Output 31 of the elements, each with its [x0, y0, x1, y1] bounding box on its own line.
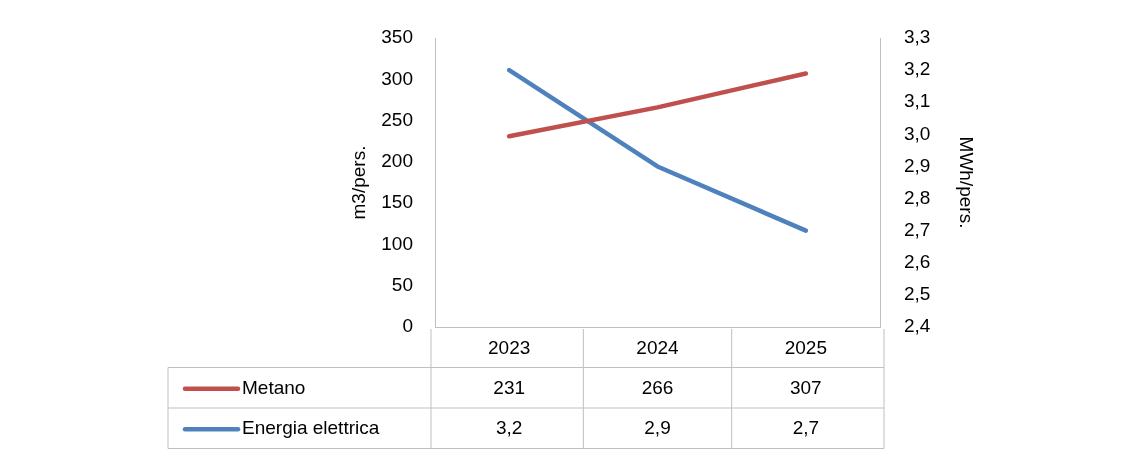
y-axis-title: m3/pers.: [348, 145, 370, 220]
y2-axis-title: MWh/pers.: [955, 136, 977, 229]
y-tick-label: 200: [381, 150, 413, 172]
y-tick-label: 300: [381, 67, 413, 89]
x-tick-label: 2023: [488, 337, 531, 359]
y2-tick-label: 2,8: [904, 186, 931, 208]
data-label: 231: [493, 376, 526, 398]
y-tick-label: 0: [402, 315, 413, 337]
y-tick-label: 100: [381, 232, 413, 254]
y-tick-label: 250: [381, 108, 413, 130]
y2-tick-label: 2,7: [904, 218, 931, 240]
data-label: 2,9: [644, 417, 671, 439]
y2-tick-label: 2,9: [904, 154, 931, 176]
x-tick-label: 2025: [784, 337, 827, 359]
x-tick-label: 2024: [636, 337, 680, 359]
data-label: 3,2: [495, 417, 523, 439]
y2-tick-label: 3,3: [904, 26, 931, 48]
legend-label: Energia elettrica: [242, 417, 380, 439]
data-label: 266: [641, 376, 674, 398]
y2-tick-label: 2,6: [904, 251, 931, 273]
y-tick-label: 350: [381, 26, 413, 48]
y2-tick-label: 3,0: [904, 122, 931, 144]
legend-label: Metano: [242, 376, 306, 398]
data-label: 307: [789, 376, 822, 398]
y2-tick-label: 2,5: [904, 283, 931, 305]
y2-tick-label: 2,4: [904, 315, 931, 337]
y2-tick-label: 3,1: [904, 90, 931, 112]
y-tick-label: 150: [381, 191, 413, 213]
y-tick-label: 50: [391, 273, 413, 295]
y2-tick-label: 3,2: [904, 58, 931, 80]
data-label: 2,7: [792, 417, 820, 439]
